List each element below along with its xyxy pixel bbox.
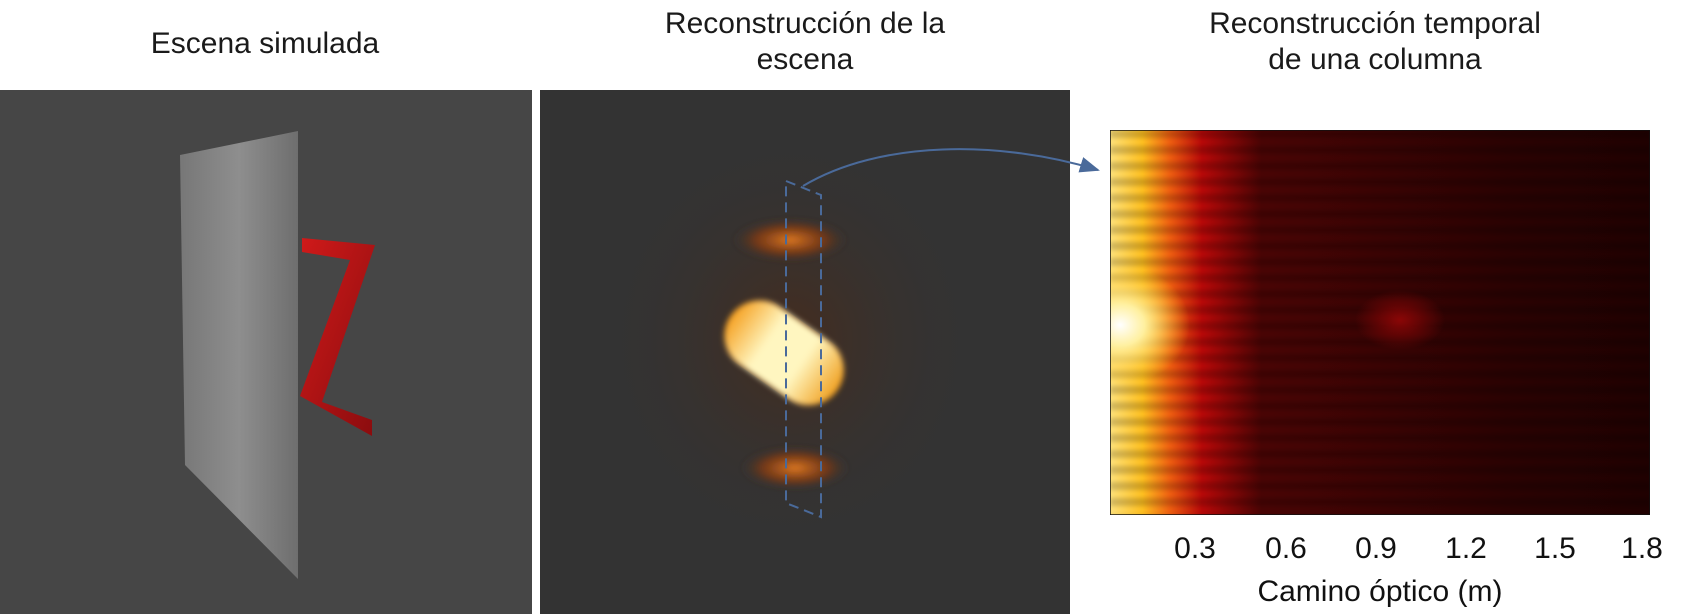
reconstruction-image xyxy=(540,90,1070,614)
upper-reconstruction-blob xyxy=(732,218,848,262)
x-tick-label: 0.6 xyxy=(1265,532,1307,565)
lower-reconstruction-blob xyxy=(740,446,850,490)
column-selection-box xyxy=(785,179,822,519)
x-tick-label: 1.8 xyxy=(1621,532,1663,565)
wall-surface xyxy=(180,131,298,579)
panel-title-scene: Escena simulada xyxy=(150,27,380,60)
z-shaped-object xyxy=(300,238,375,436)
main-reconstruction-capsule xyxy=(724,300,844,406)
heatmap-hotspot xyxy=(1110,265,1190,385)
panel-title-temporal: Reconstrucción temporal de una columna xyxy=(1209,7,1541,76)
temporal-heatmap xyxy=(1110,130,1650,515)
x-tick-label: 1.5 xyxy=(1534,532,1576,565)
x-tick-label: 1.2 xyxy=(1445,532,1487,565)
simulated-scene-image xyxy=(0,90,532,614)
x-tick-label: 0.9 xyxy=(1355,532,1397,565)
reconstruction-panel xyxy=(540,90,1070,614)
x-axis-label: Camino óptico (m) xyxy=(1257,575,1503,608)
simulated-scene-panel xyxy=(0,90,532,614)
x-tick-label: 0.3 xyxy=(1174,532,1216,565)
heatmap-secondary-peak xyxy=(1355,290,1445,350)
panel-title-reconstruction: Reconstrucción de la escena xyxy=(664,7,946,76)
